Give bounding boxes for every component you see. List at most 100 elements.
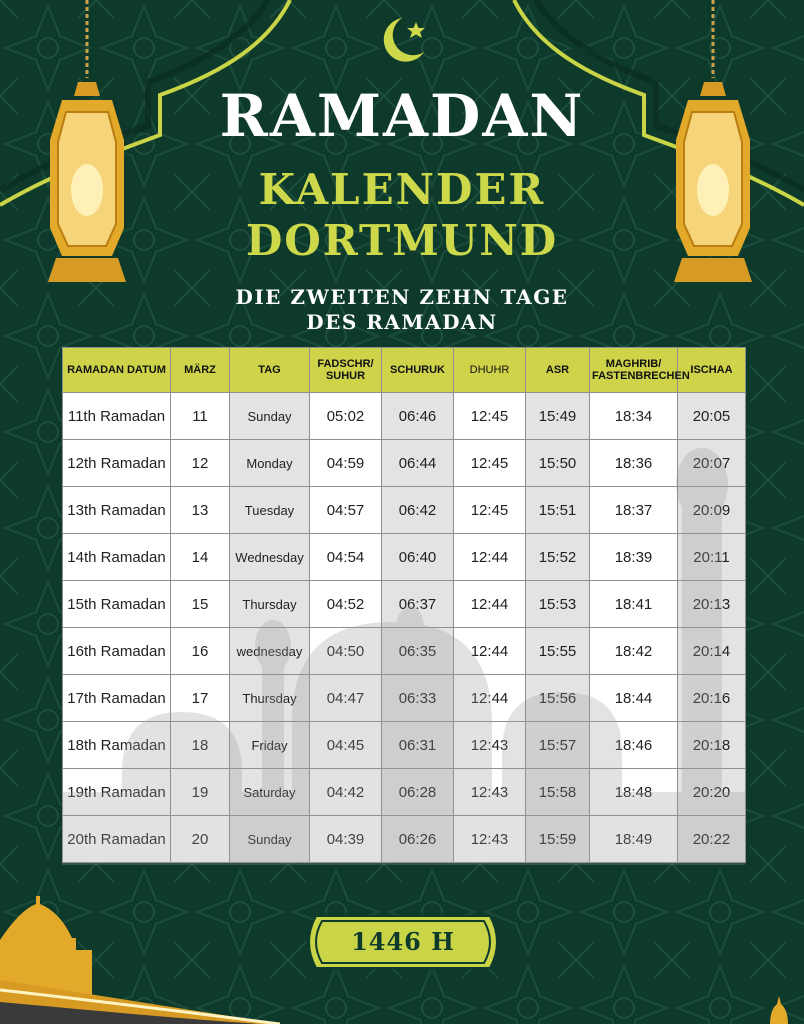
cell-dhuhr: 12:45	[453, 486, 526, 534]
cell-fajr: 04:54	[309, 533, 382, 581]
cell-march: 16	[170, 627, 230, 675]
cell-maghrib: 18:41	[589, 580, 678, 628]
cell-sunrise: 06:44	[381, 439, 454, 487]
cell-isha: 20:22	[677, 815, 746, 863]
cell-ramadan-date: 16th Ramadan	[62, 627, 171, 675]
cell-isha: 20:16	[677, 674, 746, 722]
subtitle-line-2: DES RAMADAN	[306, 310, 498, 334]
cell-sunrise: 06:42	[381, 486, 454, 534]
cell-sunrise: 06:31	[381, 721, 454, 769]
header-day: TAG	[229, 347, 310, 393]
table-row: 17th Ramadan 17 Thursday 04:47 06:33 12:44 15:…	[62, 674, 746, 722]
cell-ramadan-date: 20th Ramadan	[62, 815, 171, 863]
cell-asr: 15:52	[525, 533, 590, 581]
cell-isha: 20:05	[677, 392, 746, 440]
cell-fajr: 04:52	[309, 580, 382, 628]
cell-fajr: 04:47	[309, 674, 382, 722]
cell-dhuhr: 12:45	[453, 392, 526, 440]
cell-fajr: 04:39	[309, 815, 382, 863]
cell-asr: 15:58	[525, 768, 590, 816]
cell-ramadan-date: 14th Ramadan	[62, 533, 171, 581]
cell-maghrib: 18:48	[589, 768, 678, 816]
cell-dhuhr: 12:43	[453, 815, 526, 863]
cell-isha: 20:11	[677, 533, 746, 581]
header-dhuhr: DHUHR	[453, 347, 526, 393]
cell-maghrib: 18:36	[589, 439, 678, 487]
cell-maghrib: 18:42	[589, 627, 678, 675]
cell-maghrib: 18:49	[589, 815, 678, 863]
cell-asr: 15:59	[525, 815, 590, 863]
header-isha: ISCHAA	[677, 347, 746, 393]
cell-maghrib: 18:37	[589, 486, 678, 534]
cell-maghrib: 18:34	[589, 392, 678, 440]
cell-fajr: 04:59	[309, 439, 382, 487]
cell-isha: 20:18	[677, 721, 746, 769]
cell-dhuhr: 12:44	[453, 674, 526, 722]
table-row: 12th Ramadan 12 Monday 04:59 06:44 12:45 15:50…	[62, 439, 746, 487]
cell-dhuhr: 12:43	[453, 721, 526, 769]
cell-fajr: 04:57	[309, 486, 382, 534]
cell-fajr: 04:42	[309, 768, 382, 816]
cell-march: 17	[170, 674, 230, 722]
cell-ramadan-date: 18th Ramadan	[62, 721, 171, 769]
cell-march: 13	[170, 486, 230, 534]
hijri-year-badge: 1446 H	[351, 927, 455, 956]
header-ramadan-date: RAMADAN DATUM	[62, 347, 171, 393]
cell-isha: 20:09	[677, 486, 746, 534]
cell-day: Sunday	[229, 392, 310, 440]
hijri-year-badge-shape	[308, 915, 498, 969]
cell-dhuhr: 12:44	[453, 580, 526, 628]
cell-march: 15	[170, 580, 230, 628]
cell-sunrise: 06:37	[381, 580, 454, 628]
cell-maghrib: 18:44	[589, 674, 678, 722]
table-row: 15th Ramadan 15 Thursday 04:52 06:37 12:44 15:…	[62, 580, 746, 628]
cell-asr: 15:55	[525, 627, 590, 675]
cell-day: wednesday	[229, 627, 310, 675]
table-row: 19th Ramadan 19 Saturday 04:42 06:28 12:43 15:…	[62, 768, 746, 816]
table-header-row: RAMADAN DATUM MÄRZ TAG FADSCHR/ SUHUR SC…	[62, 347, 746, 393]
cell-ramadan-date: 19th Ramadan	[62, 768, 171, 816]
cell-isha: 20:07	[677, 439, 746, 487]
cell-ramadan-date: 17th Ramadan	[62, 674, 171, 722]
cell-asr: 15:53	[525, 580, 590, 628]
cell-dhuhr: 12:45	[453, 439, 526, 487]
page-title: RAMADAN	[219, 82, 585, 150]
cell-fajr: 04:50	[309, 627, 382, 675]
header-asr: ASR	[525, 347, 590, 393]
header-maghrib: MAGHRIB/ FASTENBRECHEN	[589, 347, 690, 393]
table-row: 16th Ramadan 16 wednesday 04:50 06:35 12:44 15…	[62, 627, 746, 675]
cell-asr: 15:56	[525, 674, 590, 722]
cell-ramadan-date: 12th Ramadan	[62, 439, 171, 487]
cell-maghrib: 18:46	[589, 721, 678, 769]
header-sunrise: SCHURUK	[381, 347, 454, 393]
cell-asr: 15:51	[525, 486, 590, 534]
cell-march: 11	[170, 392, 230, 440]
cell-march: 20	[170, 815, 230, 863]
cell-day: Thursday	[229, 674, 310, 722]
cell-sunrise: 06:40	[381, 533, 454, 581]
cell-sunrise: 06:46	[381, 392, 454, 440]
cell-march: 12	[170, 439, 230, 487]
cell-day: Monday	[229, 439, 310, 487]
table-row: 13th Ramadan 13 Tuesday 04:57 06:42 12:45 15:5…	[62, 486, 746, 534]
cell-ramadan-date: 15th Ramadan	[62, 580, 171, 628]
crescent-star-icon	[383, 18, 425, 62]
cell-sunrise: 06:35	[381, 627, 454, 675]
table-row: 20th Ramadan 20 Sunday 04:39 06:26 12:43 15:59…	[62, 815, 746, 863]
cell-asr: 15:50	[525, 439, 590, 487]
cell-isha: 20:20	[677, 768, 746, 816]
cell-day: Sunday	[229, 815, 310, 863]
cell-dhuhr: 12:44	[453, 627, 526, 675]
cell-day: Wednesday	[229, 533, 310, 581]
cell-asr: 15:57	[525, 721, 590, 769]
cell-sunrise: 06:28	[381, 768, 454, 816]
cell-day: Friday	[229, 721, 310, 769]
cell-sunrise: 06:26	[381, 815, 454, 863]
table-row: 14th Ramadan 14 Wednesday 04:54 06:40 12:44 15…	[62, 533, 746, 581]
cell-day: Saturday	[229, 768, 310, 816]
cell-ramadan-date: 11th Ramadan	[62, 392, 171, 440]
cell-sunrise: 06:33	[381, 674, 454, 722]
prayer-times-table: RAMADAN DATUM MÄRZ TAG FADSCHR/ SUHUR SC…	[62, 347, 746, 863]
title-kalender: KALENDER	[258, 165, 546, 214]
header-fajr: FADSCHR/ SUHUR	[309, 347, 382, 393]
